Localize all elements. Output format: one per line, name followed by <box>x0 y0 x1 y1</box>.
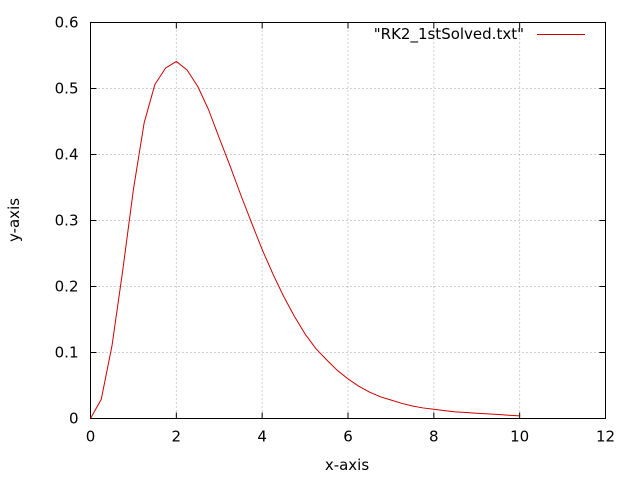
y-tick-label: 0.6 <box>55 14 79 32</box>
legend: "RK2_1stSolved.txt" <box>374 25 585 44</box>
legend-label: "RK2_1stSolved.txt" <box>374 25 524 44</box>
x-tick-label: 4 <box>257 428 267 446</box>
y-tick-label: 0 <box>69 410 79 428</box>
x-axis-label: x-axis <box>325 456 370 474</box>
x-tick-label: 2 <box>172 428 182 446</box>
grid <box>90 22 606 419</box>
y-tick-labels: 0 0.1 0.2 0.3 0.4 0.5 0.6 <box>55 14 79 428</box>
x-tick-label: 10 <box>510 428 529 446</box>
ticks <box>90 22 606 419</box>
series-lines <box>90 60 520 419</box>
x-tick-label: 0 <box>86 428 96 446</box>
y-tick-label: 0.1 <box>55 344 79 362</box>
y-tick-label: 0.5 <box>55 80 79 98</box>
y-tick-label: 0.3 <box>55 212 79 230</box>
x-tick-label: 12 <box>596 428 615 446</box>
series-line-0 <box>90 60 520 419</box>
y-tick-label: 0.2 <box>55 278 79 296</box>
x-tick-label: 6 <box>343 428 353 446</box>
y-tick-label: 0.4 <box>55 146 79 164</box>
x-tick-label: 8 <box>429 428 439 446</box>
x-tick-labels: 0 2 4 6 8 10 12 <box>86 428 615 446</box>
y-axis-label: y-axis <box>5 198 23 242</box>
